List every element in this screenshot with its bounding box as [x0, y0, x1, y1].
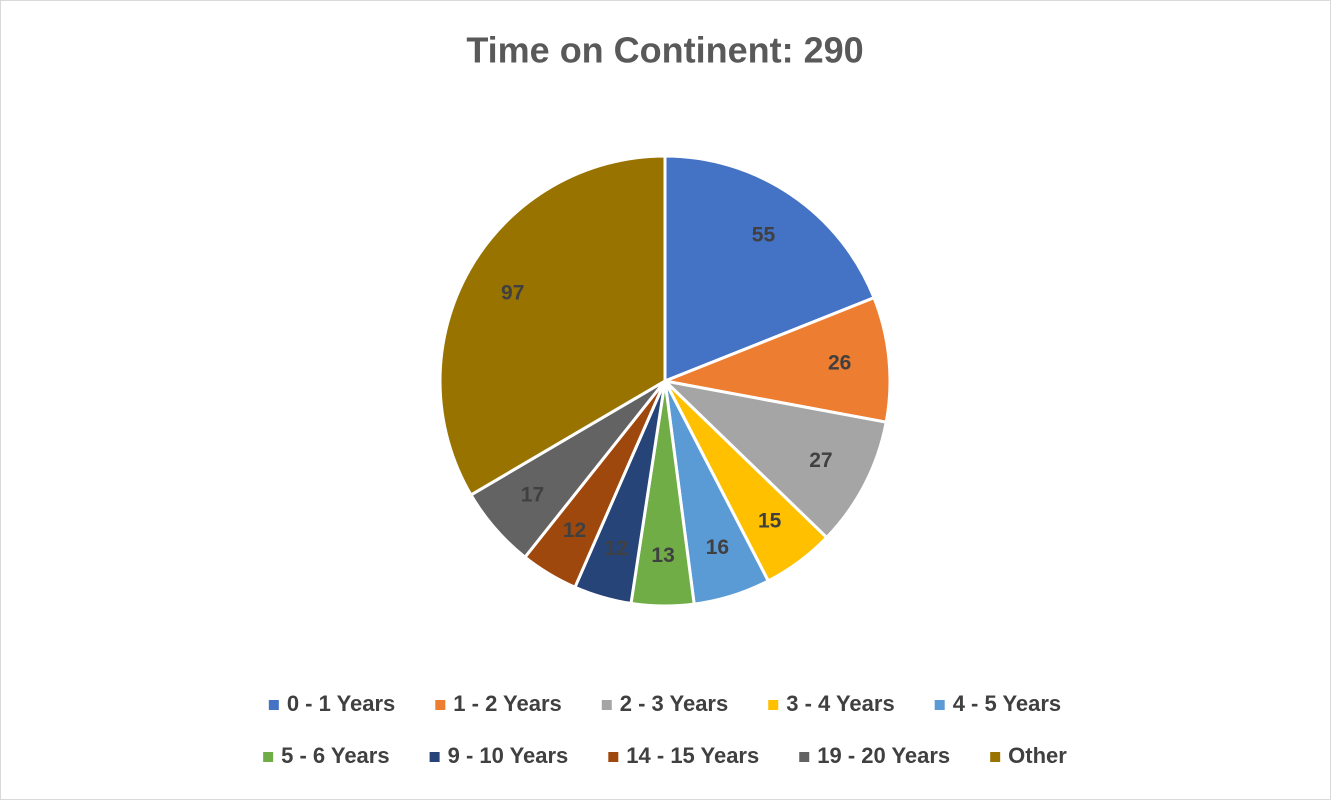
data-label: 17 — [521, 484, 544, 507]
legend-label: 1 - 2 Years — [453, 691, 561, 716]
legend-swatch — [429, 752, 440, 762]
data-label: 26 — [828, 351, 851, 374]
data-label: 55 — [752, 223, 776, 246]
legend-label: 14 - 15 Years — [626, 743, 759, 768]
legend-swatch — [268, 700, 279, 710]
legend-swatch — [768, 700, 779, 710]
legend-swatch — [263, 752, 274, 762]
legend-swatch — [435, 700, 446, 710]
legend-label: 19 - 20 Years — [817, 743, 950, 768]
data-label: 12 — [605, 537, 628, 560]
legend-swatch — [601, 700, 612, 710]
data-label: 13 — [651, 544, 674, 567]
legend-swatch — [934, 700, 945, 710]
legend-label: 3 - 4 Years — [786, 691, 894, 716]
data-label: 15 — [758, 509, 782, 532]
data-label: 27 — [809, 449, 832, 472]
data-label: 97 — [501, 281, 524, 304]
legend-swatch — [990, 752, 1001, 762]
pie-slice — [663, 154, 876, 384]
data-label: 12 — [563, 519, 586, 542]
legend-swatch — [799, 752, 810, 762]
legend-label: 2 - 3 Years — [620, 691, 728, 716]
legend-swatch — [608, 752, 619, 762]
legend-label: Other — [1008, 743, 1067, 768]
pie-slice — [438, 154, 667, 497]
legend-label: 4 - 5 Years — [953, 691, 1061, 716]
legend-label: 9 - 10 Years — [448, 743, 569, 768]
data-label: 16 — [706, 536, 729, 559]
chart-title: Time on Continent: 290 — [466, 30, 863, 71]
pie-slice — [660, 378, 888, 540]
legend-label: 0 - 1 Years — [287, 691, 395, 716]
legend-label: 5 - 6 Years — [281, 743, 389, 768]
